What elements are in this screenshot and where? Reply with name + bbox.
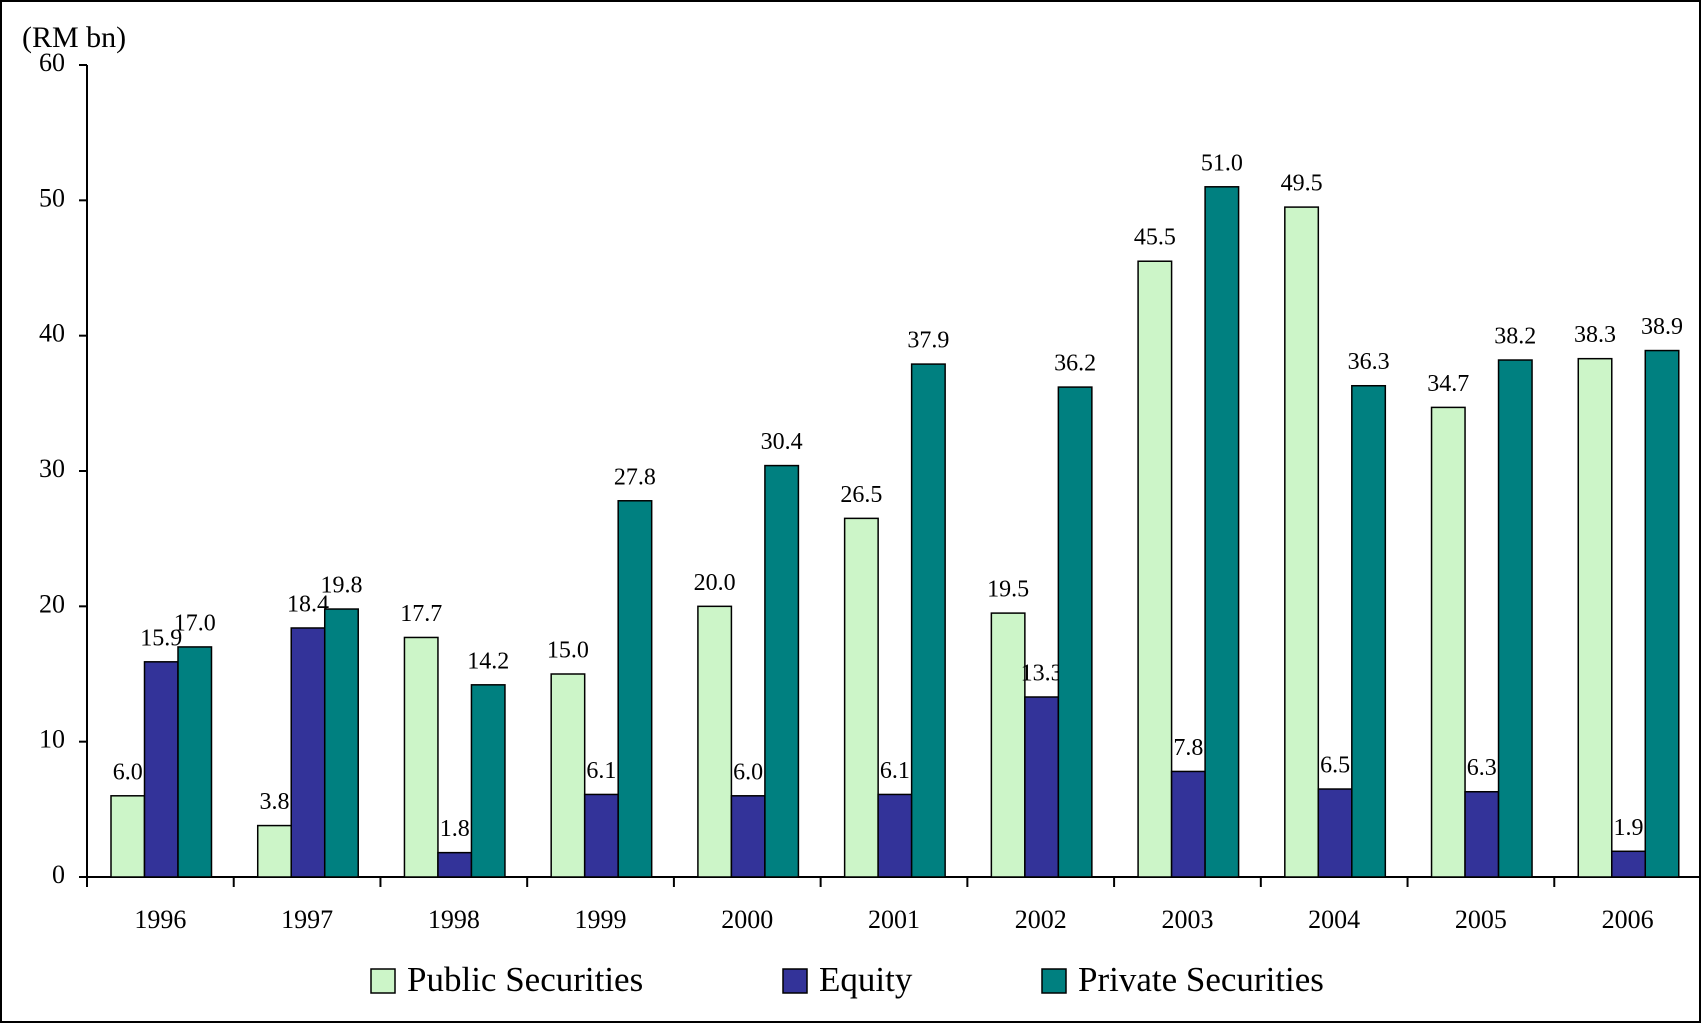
y-tick-label: 10 — [39, 725, 65, 754]
legend-label: Private Securities — [1078, 960, 1324, 999]
bar — [1170, 770, 1206, 878]
data-label: 6.0 — [113, 759, 143, 785]
x-tick-label: 2001 — [868, 905, 920, 934]
data-label: 6.5 — [1320, 753, 1350, 779]
bar — [1611, 850, 1647, 878]
data-label: 17.0 — [174, 610, 216, 636]
bar — [910, 363, 946, 878]
y-tick-label: 60 — [39, 48, 65, 77]
bar — [1351, 384, 1387, 878]
bar — [1497, 359, 1533, 878]
x-tick-label: 1999 — [575, 905, 627, 934]
bar — [290, 627, 326, 878]
bar — [177, 646, 213, 878]
data-label: 27.8 — [614, 464, 656, 490]
data-label: 36.3 — [1348, 349, 1390, 375]
data-label: 6.1 — [880, 758, 910, 784]
x-tick-label: 2006 — [1602, 905, 1654, 934]
bar — [1464, 790, 1500, 878]
bar — [550, 673, 586, 878]
bar — [697, 605, 733, 878]
x-tick-label: 1998 — [428, 905, 480, 934]
x-tick-label: 1997 — [281, 905, 333, 934]
bar — [583, 793, 619, 878]
y-tick-label: 0 — [52, 860, 65, 889]
data-label: 6.0 — [733, 759, 763, 785]
x-tick-label: 2005 — [1455, 905, 1507, 934]
data-label: 15.9 — [140, 625, 182, 651]
bar — [1204, 186, 1240, 878]
data-label: 1.8 — [440, 816, 470, 842]
bar — [990, 612, 1026, 878]
bar — [1577, 357, 1613, 878]
x-tick-label: 2004 — [1308, 905, 1360, 934]
bar — [437, 851, 473, 878]
bar — [1024, 696, 1060, 878]
legend-label: Equity — [819, 960, 913, 999]
legend-swatch — [1041, 968, 1067, 994]
data-label: 45.5 — [1134, 225, 1176, 251]
y-tick-label: 50 — [39, 183, 65, 212]
bar — [403, 636, 439, 878]
bar — [1137, 260, 1173, 878]
data-label: 36.2 — [1054, 351, 1096, 377]
data-label: 14.2 — [467, 648, 509, 674]
x-tick-label: 1996 — [134, 905, 186, 934]
bar — [323, 608, 359, 878]
bar — [764, 464, 800, 878]
y-tick-label: 20 — [39, 589, 65, 618]
data-label: 6.3 — [1467, 755, 1497, 781]
data-label: 7.8 — [1173, 735, 1203, 761]
y-tick-label: 40 — [39, 319, 65, 348]
y-axis-label: (RM bn) — [22, 21, 126, 54]
data-label: 38.3 — [1574, 322, 1616, 348]
x-tick-label: 2002 — [1015, 905, 1067, 934]
x-tick-label: 2000 — [721, 905, 773, 934]
bar — [843, 517, 879, 878]
data-label: 38.2 — [1494, 324, 1536, 350]
legend-label: Public Securities — [407, 960, 643, 999]
data-label: 26.5 — [840, 482, 882, 508]
bar — [1057, 386, 1093, 878]
data-label: 49.5 — [1281, 171, 1323, 197]
data-label: 15.0 — [547, 638, 589, 664]
bar — [1284, 206, 1320, 878]
data-label: 51.0 — [1201, 150, 1243, 176]
bar — [1644, 349, 1680, 878]
data-label: 3.8 — [259, 789, 289, 815]
bar — [470, 684, 506, 878]
bar — [730, 795, 766, 878]
y-tick-label: 30 — [39, 454, 65, 483]
bar — [617, 500, 653, 878]
bar — [256, 824, 292, 878]
bar — [1317, 788, 1353, 878]
data-label: 18.4 — [287, 591, 329, 617]
data-label: 20.0 — [694, 570, 736, 596]
bar — [1430, 406, 1466, 878]
bar — [110, 795, 146, 878]
data-label: 30.4 — [761, 429, 803, 455]
bar — [877, 793, 913, 878]
data-label: 1.9 — [1614, 815, 1644, 841]
legend-swatch — [782, 968, 808, 994]
data-label: 37.9 — [907, 328, 949, 354]
legend-swatch — [370, 968, 396, 994]
data-label: 6.1 — [586, 758, 616, 784]
data-label: 34.7 — [1427, 371, 1469, 397]
data-label: 13.3 — [1021, 661, 1063, 687]
x-tick-label: 2003 — [1161, 905, 1213, 934]
data-label: 19.8 — [320, 573, 362, 599]
bar — [143, 661, 179, 878]
data-label: 38.9 — [1641, 314, 1683, 340]
data-label: 19.5 — [987, 577, 1029, 603]
data-label: 17.7 — [400, 601, 442, 627]
